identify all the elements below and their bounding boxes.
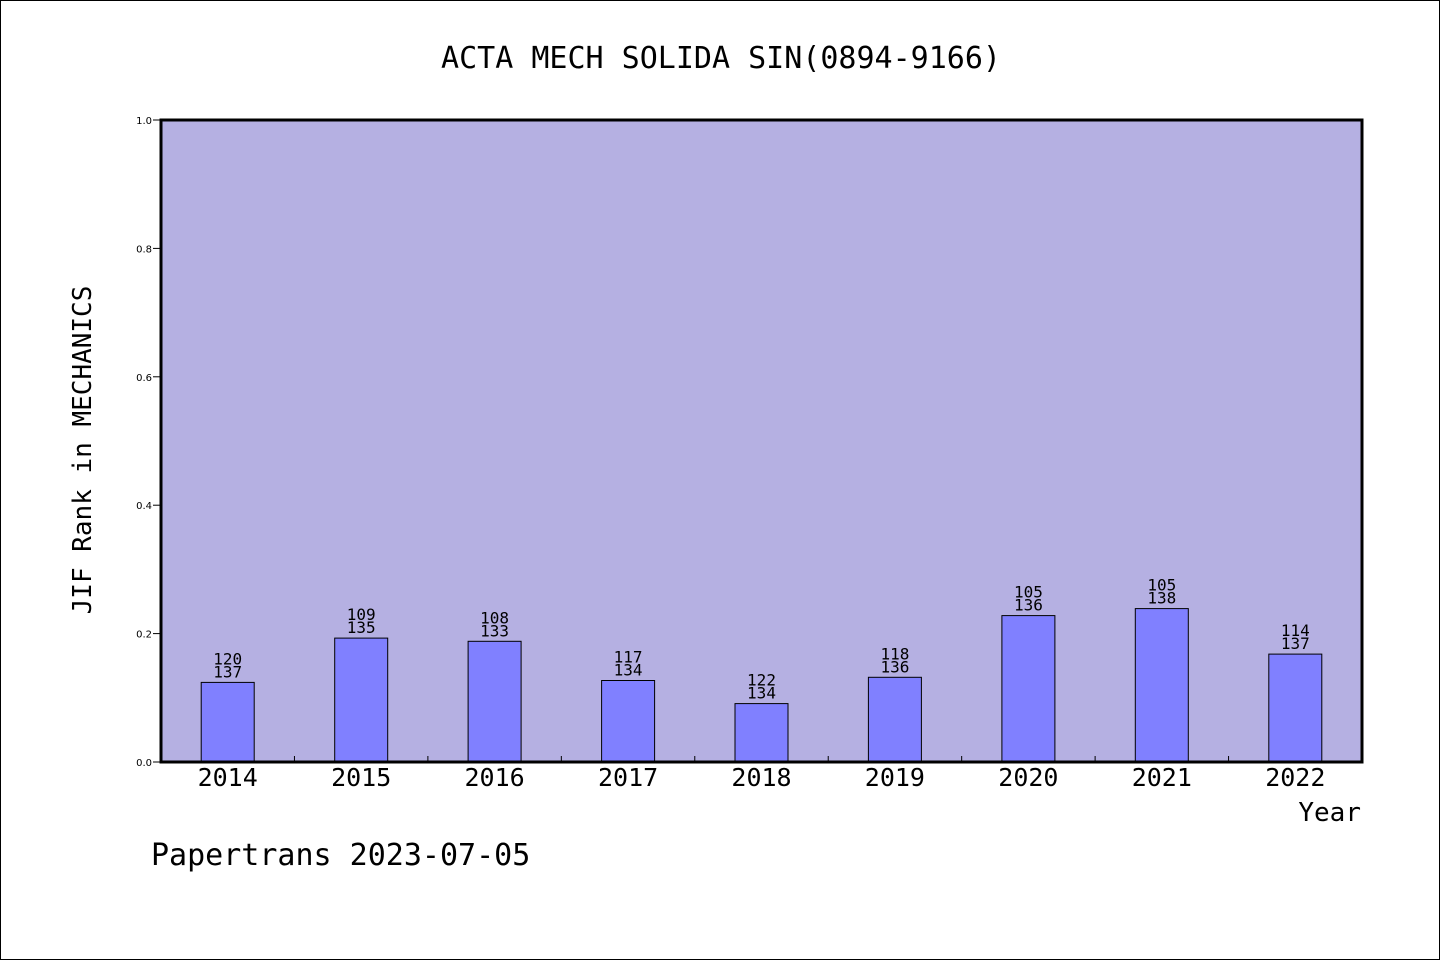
data-label-top-2018: 122 — [747, 671, 776, 690]
data-label-bottom-2019: 136 — [880, 657, 909, 676]
data-label-bottom-2015: 135 — [347, 618, 376, 637]
bar-2019 — [867, 676, 922, 763]
x-tick-label-2021: 2021 — [1132, 763, 1192, 792]
bar-2018 — [734, 703, 789, 763]
bars-layer: 1201371091351081331171341221341181361051… — [200, 576, 1323, 763]
data-label-bottom-2022: 137 — [1281, 634, 1310, 653]
bar-2017 — [601, 680, 656, 763]
y-tick-label-0.0: 0.0 — [136, 758, 152, 769]
x-tick-label-2020: 2020 — [998, 763, 1058, 792]
bar-2021 — [1134, 608, 1189, 763]
data-label-top-2019: 118 — [880, 644, 909, 663]
y-tick-label-0.4: 0.4 — [136, 501, 152, 512]
chart-title: ACTA MECH SOLIDA SIN(0894-9166) — [441, 41, 1001, 76]
x-tick-label-2016: 2016 — [464, 763, 524, 792]
data-label-bottom-2020: 136 — [1014, 596, 1043, 615]
x-tick-label-2014: 2014 — [198, 763, 258, 792]
bar-2014 — [200, 681, 255, 763]
data-label-bottom-2018: 134 — [747, 684, 776, 703]
y-axis-label: JIF Rank in MECHANICS — [68, 286, 98, 615]
x-tick-label-2017: 2017 — [598, 763, 658, 792]
x-axis-label: Year — [1298, 798, 1361, 828]
data-label-top-2021: 105 — [1147, 576, 1176, 595]
y-tick-label-1.0: 1.0 — [136, 116, 152, 127]
data-label-top-2016: 108 — [480, 608, 509, 627]
data-label-top-2017: 117 — [614, 648, 643, 667]
bar-2022 — [1268, 653, 1323, 763]
data-label-top-2014: 120 — [213, 649, 242, 668]
bar-2016 — [467, 640, 522, 763]
x-tick-label-2015: 2015 — [331, 763, 391, 792]
x-tick-label-2018: 2018 — [731, 763, 791, 792]
x-tick-label-2019: 2019 — [865, 763, 925, 792]
data-label-top-2015: 109 — [347, 605, 376, 624]
y-tick-label-0.6: 0.6 — [136, 373, 152, 384]
y-tick-label-0.2: 0.2 — [136, 630, 152, 641]
data-label-bottom-2016: 133 — [480, 621, 509, 640]
data-label-bottom-2017: 134 — [614, 661, 643, 680]
data-label-bottom-2014: 137 — [213, 662, 242, 681]
plot-border — [159, 118, 1364, 764]
footer-text: Papertrans 2023-07-05 — [151, 838, 530, 873]
data-label-top-2020: 105 — [1014, 583, 1043, 602]
y-tick-label-0.8: 0.8 — [136, 244, 152, 255]
data-label-top-2022: 114 — [1281, 621, 1310, 640]
bar-2020 — [1001, 615, 1056, 763]
ticks-layer: 2014 2015 2016 2017 2018 2019 2020 2021 2022 0.0 0… — [136, 116, 1325, 792]
data-label-bottom-2021: 138 — [1147, 589, 1176, 608]
bar-2015 — [334, 637, 389, 763]
x-tick-label-2022: 2022 — [1265, 763, 1325, 792]
